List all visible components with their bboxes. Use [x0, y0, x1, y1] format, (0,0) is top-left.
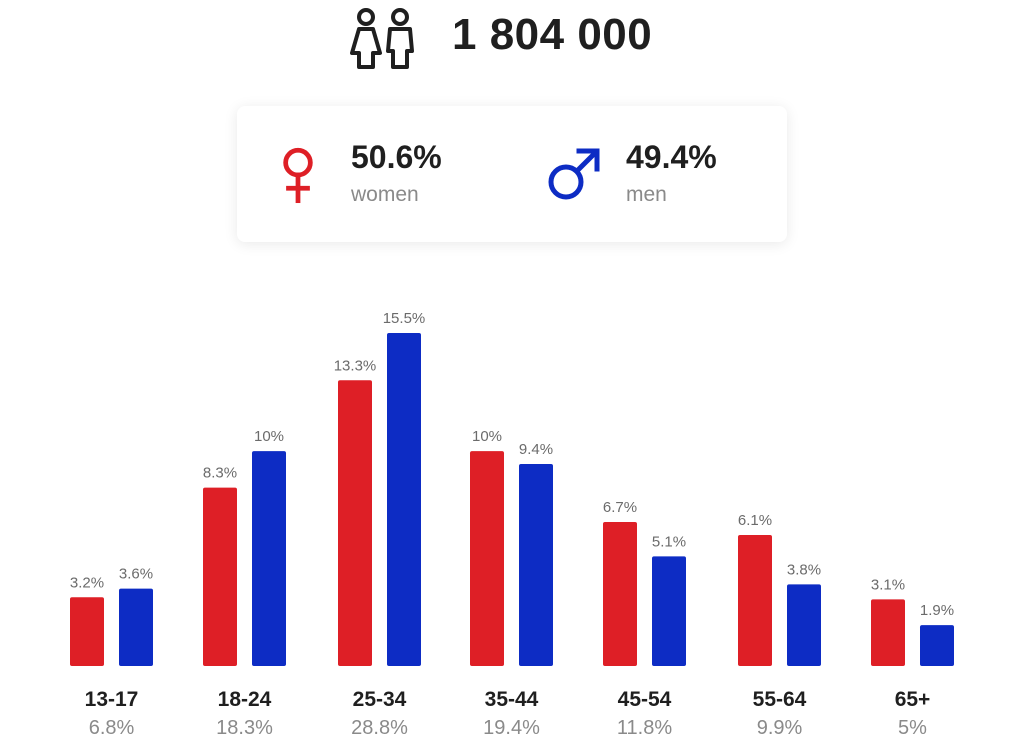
men-percent: 49.4%: [626, 139, 717, 175]
bar-65+-s1: [920, 625, 954, 666]
bar-value-label: 8.3%: [203, 465, 237, 482]
bar-18-24-s1: [252, 451, 286, 666]
age-category-total: 28.8%: [351, 717, 408, 739]
bar-55-64-s0: [738, 534, 772, 666]
total-population: 1 804 000: [452, 10, 653, 59]
bar-18-24-s0: [203, 487, 237, 666]
bar-value-label: 15.5%: [383, 310, 426, 327]
bar-55-64-s1: [787, 584, 821, 666]
bar-45-54-s0: [603, 522, 637, 666]
bar-value-label: 3.6%: [119, 566, 153, 583]
age-category-total: 9.9%: [757, 717, 803, 739]
bar-value-label: 6.7%: [603, 499, 637, 516]
age-category-label: 55-64: [753, 688, 807, 711]
age-category-total: 11.8%: [617, 717, 672, 739]
male-icon: [548, 148, 600, 200]
bar-value-label: 3.2%: [70, 574, 104, 591]
bar-35-44-s0: [470, 451, 504, 666]
women-block: 50.6% women: [237, 106, 512, 242]
bar-25-34-s0: [338, 380, 372, 666]
bar-35-44-s1: [519, 464, 553, 666]
age-category-total: 5%: [898, 717, 927, 739]
age-category-label: 45-54: [618, 688, 672, 711]
gender-card: 50.6% women 49.4% men: [237, 106, 787, 242]
bar-value-label: 1.9%: [920, 602, 954, 619]
bar-value-label: 3.8%: [787, 561, 821, 578]
bar-value-label: 10%: [472, 428, 502, 445]
bar-value-label: 9.4%: [519, 441, 553, 458]
bar-value-label: 10%: [254, 428, 284, 445]
women-percent: 50.6%: [351, 139, 442, 175]
age-category-total: 19.4%: [483, 717, 540, 739]
header: 1 804 000: [0, 0, 1024, 72]
age-category-label: 35-44: [485, 688, 539, 711]
people-icon: [350, 8, 414, 69]
bar-25-34-s1: [387, 333, 421, 666]
bar-value-label: 5.1%: [652, 533, 686, 550]
age-category-label: 18-24: [218, 688, 272, 711]
bar-13-17-s1: [119, 588, 153, 666]
bar-65+-s0: [871, 599, 905, 666]
female-icon: [283, 147, 313, 204]
age-category-label: 65+: [895, 688, 931, 711]
age-category-label: 13-17: [85, 688, 139, 711]
men-label: men: [626, 183, 667, 206]
age-category-label: 25-34: [353, 688, 407, 711]
age-category-total: 6.8%: [89, 717, 135, 739]
age-category-total: 18.3%: [216, 717, 273, 739]
age-bar-chart: 3.2% 3.6% 13-17 6.8% 8.3% 10% 18-24 18.3% 13.3% 1…: [70, 310, 954, 739]
men-block: 49.4% men: [512, 106, 787, 242]
bar-value-label: 6.1%: [738, 512, 772, 529]
bar-45-54-s1: [652, 556, 686, 666]
women-label: women: [351, 183, 419, 206]
bar-value-label: 13.3%: [334, 357, 377, 374]
bar-13-17-s0: [70, 597, 104, 666]
bar-value-label: 3.1%: [871, 576, 905, 593]
age-chart: 3.2% 3.6% 13-17 6.8% 8.3% 10% 18-24 18.3% 13.3% 1…: [0, 290, 1024, 748]
